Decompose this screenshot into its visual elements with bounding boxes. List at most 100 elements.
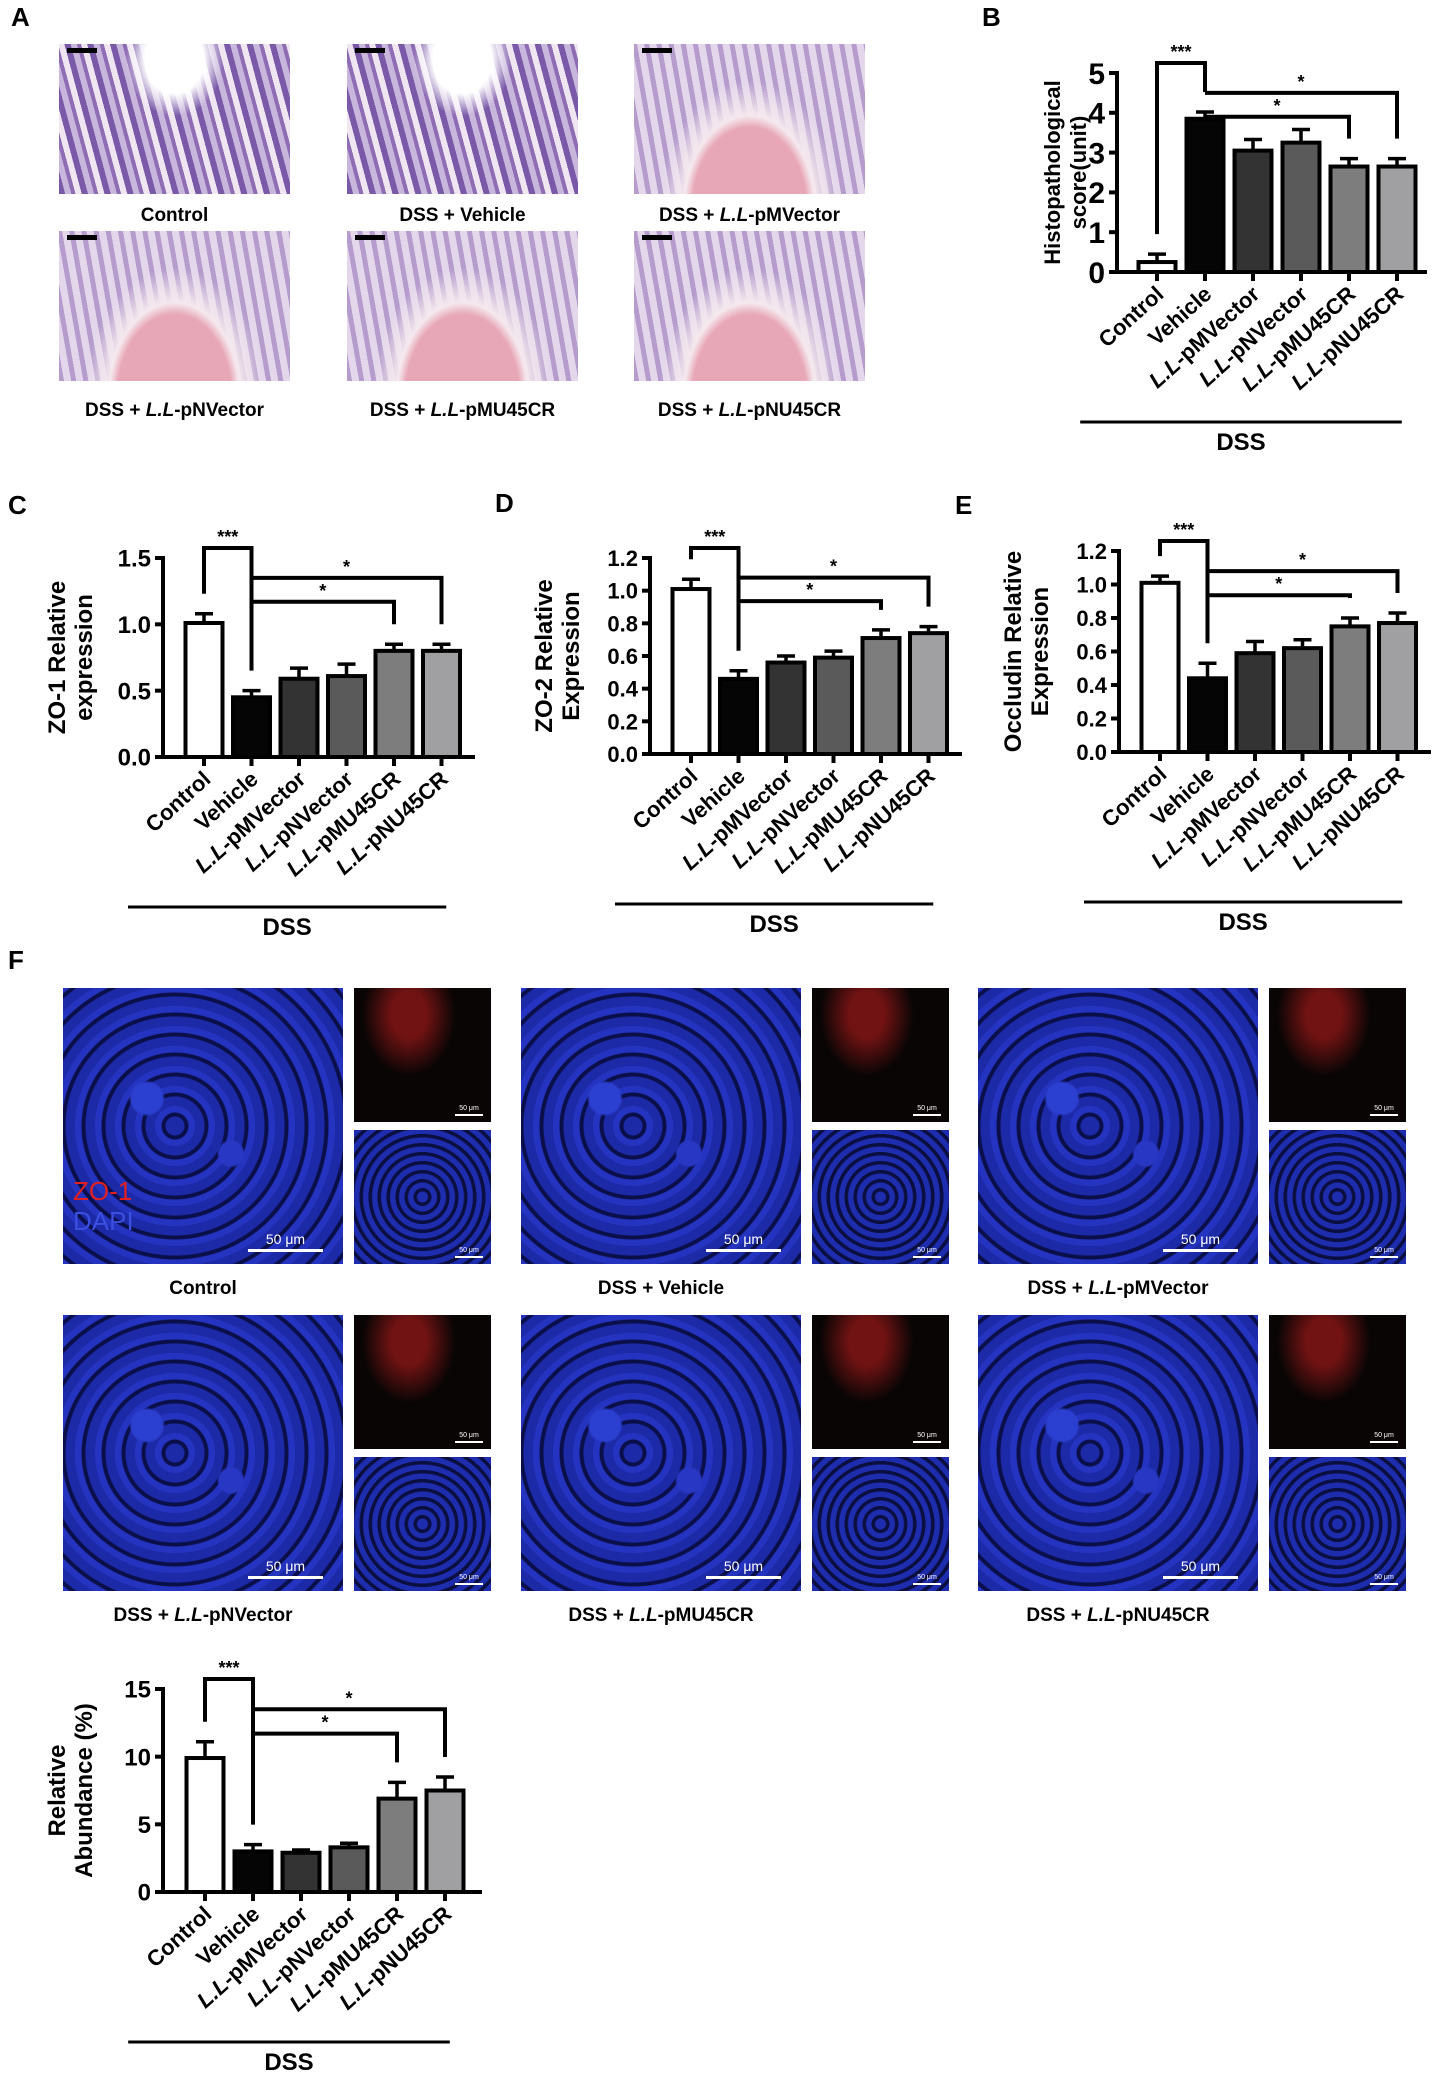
bar-l-l-pnu45cr — [421, 648, 462, 759]
y-tick-label: 0.4 — [607, 677, 638, 702]
fluorescence-caption: DSS + L.L-pNVector — [113, 1605, 293, 1626]
scale-label: 50 μm — [459, 1105, 479, 1112]
scale-label: 50 μm — [917, 1574, 937, 1581]
bar-l-l-pmu45cr — [860, 636, 902, 757]
merged-fluorescence-image: 50 μm — [978, 1315, 1258, 1591]
scale-bar — [355, 48, 385, 53]
bar-vehicle — [1184, 116, 1226, 274]
bar-l-l-pnvector — [328, 1845, 370, 1894]
histology-caption: DSS + L.L-pNU45CR — [657, 400, 842, 421]
bar-vehicle — [231, 695, 272, 760]
scale-bar-line — [248, 1249, 323, 1252]
histology-image — [347, 231, 578, 381]
bar-l-l-pmu45cr — [1329, 624, 1371, 754]
y-tick-label: 10 — [124, 1744, 151, 1771]
fluorescence-caption: DSS + L.L-pMVector — [1027, 1278, 1209, 1299]
histology-caption: DSS + L.L-pNVector — [85, 400, 264, 421]
bar-l-l-pmvector — [1232, 148, 1274, 274]
scale-bar — [355, 235, 385, 240]
scale-bar-line — [1370, 1441, 1398, 1443]
scale-label: 50 μm — [723, 1558, 764, 1574]
significance-label: * — [343, 557, 350, 577]
merged-fluorescence-image: 50 μm — [521, 988, 801, 1264]
dapi-channel-image: 50 μm — [1269, 1457, 1406, 1591]
merged-fluorescence-image: 50 μm — [521, 1315, 801, 1591]
scale-bar-line — [913, 1256, 941, 1258]
significance-bracket — [1207, 593, 1352, 598]
significance-bracket — [203, 1677, 255, 1825]
scale-bar: 50 μm — [455, 1247, 483, 1258]
scale-bar-line — [1163, 1576, 1238, 1579]
scale-bar-line — [913, 1583, 941, 1585]
scale-label: 50 μm — [723, 1231, 764, 1247]
significance-label: * — [321, 1713, 328, 1733]
y-tick-label: 3 — [1088, 137, 1105, 170]
bar-l-l-pmvector — [280, 1850, 322, 1894]
chart-histopathological-score: 0 1 2 3 4 5 Histopathological score(unit) Contro… — [1000, 0, 1435, 480]
scale-label: 50 μm — [459, 1432, 479, 1439]
significance-bracket — [1205, 114, 1351, 139]
bar-l-l-pnvector — [1280, 140, 1322, 274]
y-tick-label: 1.0 — [607, 579, 638, 604]
y-tick-label: 0.2 — [607, 709, 638, 734]
y-axis-label: Relative — [44, 1744, 71, 1836]
scale-bar: 50 μm — [1370, 1574, 1398, 1585]
bar-l-l-pmvector — [278, 676, 320, 759]
y-axis-label: score(unit) — [1066, 116, 1091, 230]
scale-bar-line — [913, 1114, 941, 1116]
y-tick-label: 0.2 — [1076, 706, 1107, 731]
bar-l-l-pmvector — [1234, 651, 1276, 754]
y-tick-label: 0.6 — [1076, 639, 1107, 664]
merged-fluorescence-image: 50 μm — [63, 1315, 343, 1591]
scale-bar-line — [455, 1583, 483, 1585]
y-tick-label: 1.2 — [607, 546, 638, 571]
zo1-channel-image: 50 μm — [1269, 988, 1406, 1122]
zo1-channel-image: 50 μm — [1269, 1315, 1406, 1449]
y-tick-label: 0.8 — [1076, 606, 1107, 631]
dapi-channel-image: 50 μm — [1269, 1130, 1406, 1264]
scale-bar: 50 μm — [1163, 1558, 1238, 1579]
panel-label-c: C — [8, 490, 27, 520]
scale-bar-line — [1370, 1583, 1398, 1585]
panel-label-a: A — [11, 2, 30, 32]
significance-label: *** — [1173, 520, 1194, 540]
y-tick-label: 4 — [1088, 98, 1105, 131]
dapi-channel-image: 50 μm — [812, 1457, 949, 1591]
scale-bar-line — [248, 1576, 323, 1579]
group-label: DSS — [262, 914, 311, 941]
scale-bar: 50 μm — [913, 1574, 941, 1585]
scale-bar: 50 μm — [455, 1574, 483, 1585]
y-tick-label: 2 — [1088, 177, 1105, 210]
bar-l-l-pmvector — [765, 660, 807, 757]
group-label: DSS — [264, 2049, 313, 2076]
bar-control — [1139, 580, 1181, 754]
fluorescence-caption: DSS + Vehicle — [597, 1278, 725, 1299]
y-tick-label: 1.5 — [118, 546, 151, 573]
chart-svg: 0.00.51.01.5ZO-1 Relative expressionContr… — [44, 527, 475, 941]
zo1-channel-image: 50 μm — [354, 1315, 491, 1449]
scale-bar — [67, 48, 97, 53]
scale-label: 50 μm — [1180, 1558, 1221, 1574]
bar-l-l-pnu45cr — [908, 631, 949, 756]
y-tick-label: 0.0 — [607, 742, 638, 767]
scale-label: 50 μm — [917, 1247, 937, 1254]
chart-zo1-expression: 0.0 0.5 1.0 1.5 ZO-1 Relative expression Contr… — [0, 510, 480, 970]
bar-l-l-pnu45cr — [1376, 164, 1418, 274]
significance-bracket — [202, 546, 254, 671]
scale-label: 50 μm — [1180, 1231, 1221, 1247]
scale-bar-line — [706, 1576, 781, 1579]
significance-label: * — [830, 557, 837, 577]
bar-l-l-pmu45cr — [376, 1796, 418, 1894]
panel-label-f: F — [8, 945, 24, 975]
significance-bracket — [738, 599, 883, 610]
y-tick-label: 0.8 — [607, 611, 638, 636]
significance-label: * — [1299, 550, 1306, 570]
y-axis-label: Expression — [1027, 587, 1054, 716]
scale-bar: 50 μm — [913, 1105, 941, 1116]
scale-label: 50 μm — [265, 1558, 306, 1574]
y-tick-label: 1 — [1088, 217, 1105, 250]
merged-fluorescence-image: 50 μm — [978, 988, 1258, 1264]
scale-label: 50 μm — [1374, 1105, 1394, 1112]
bar-l-l-pmu45cr — [373, 648, 415, 759]
